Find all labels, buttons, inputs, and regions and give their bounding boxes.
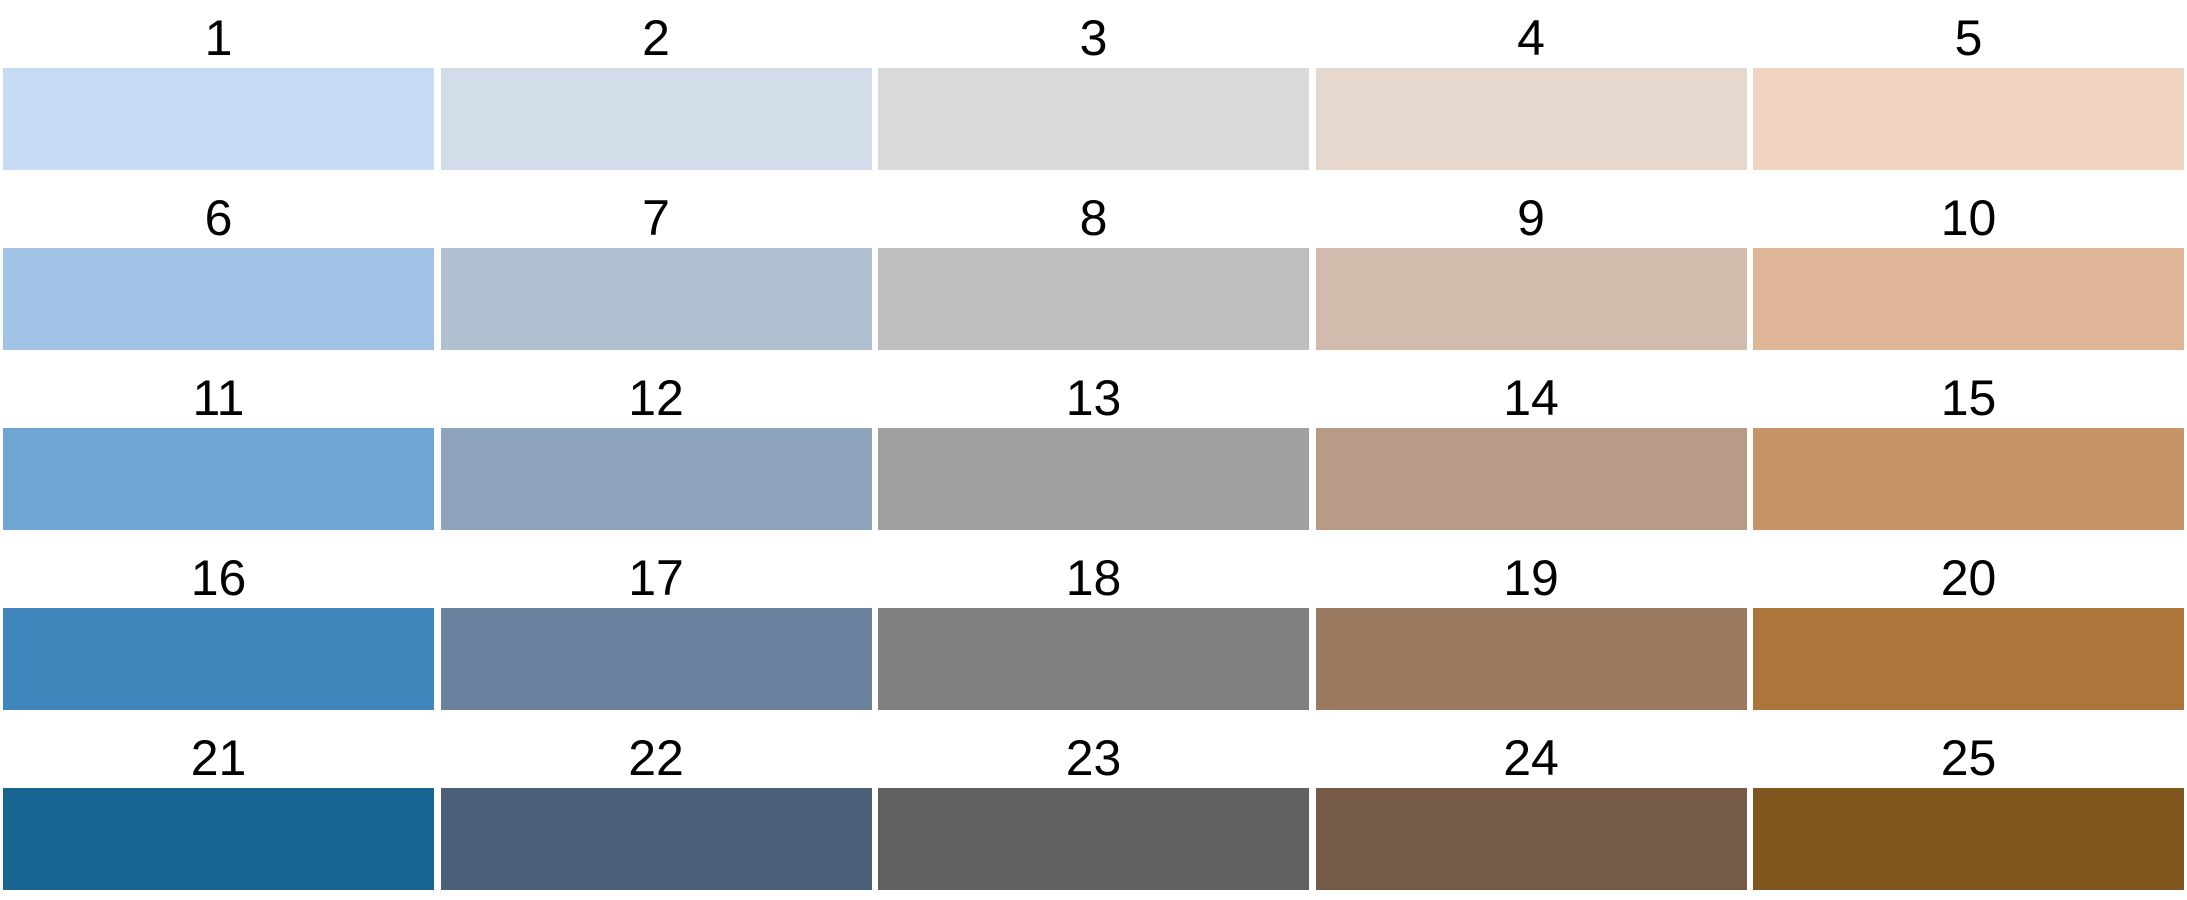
swatch	[878, 68, 1309, 170]
swatch-label: 3	[1079, 10, 1108, 66]
swatch-label: 22	[628, 730, 684, 786]
swatch	[1753, 248, 2184, 350]
swatch	[1315, 428, 1747, 530]
swatch	[440, 68, 872, 170]
swatch	[3, 788, 434, 890]
swatch	[440, 608, 872, 710]
swatch-label: 5	[1954, 10, 1983, 66]
swatch	[3, 428, 434, 530]
swatch-label: 7	[642, 190, 670, 246]
swatch-label: 13	[1065, 370, 1122, 426]
swatch-label: 19	[1503, 550, 1559, 606]
swatch-label: 8	[1079, 190, 1108, 246]
swatch-label: 2	[642, 10, 670, 66]
swatch-label: 23	[1065, 730, 1122, 786]
swatch	[1315, 68, 1747, 170]
swatch	[440, 788, 872, 890]
swatch	[878, 248, 1309, 350]
swatch-label: 25	[1940, 730, 1997, 786]
swatch-label: 20	[1940, 550, 1997, 606]
swatch-label: 6	[204, 190, 233, 246]
swatch	[3, 608, 434, 710]
swatch	[3, 248, 434, 350]
swatch	[440, 428, 872, 530]
swatch	[1315, 788, 1747, 890]
swatch-label: 4	[1517, 10, 1545, 66]
swatch	[1315, 248, 1747, 350]
swatch	[3, 68, 434, 170]
swatch-label: 16	[190, 550, 247, 606]
swatch	[1315, 608, 1747, 710]
swatch	[440, 248, 872, 350]
swatch	[878, 788, 1309, 890]
swatch	[878, 428, 1309, 530]
swatch	[1753, 608, 2184, 710]
swatch	[1753, 428, 2184, 530]
swatch-label: 24	[1503, 730, 1559, 786]
swatch	[878, 608, 1309, 710]
swatch-label: 18	[1065, 550, 1122, 606]
swatch-label: 17	[628, 550, 684, 606]
swatch-label: 21	[190, 730, 247, 786]
swatch-label: 15	[1940, 370, 1997, 426]
swatch	[1753, 788, 2184, 890]
swatch	[1753, 68, 2184, 170]
swatch-label: 9	[1517, 190, 1545, 246]
swatch-label: 11	[192, 370, 245, 426]
swatch-label: 14	[1503, 370, 1559, 426]
swatch-label: 12	[628, 370, 684, 426]
swatch-label: 10	[1940, 190, 1997, 246]
swatch-label: 1	[204, 10, 233, 66]
